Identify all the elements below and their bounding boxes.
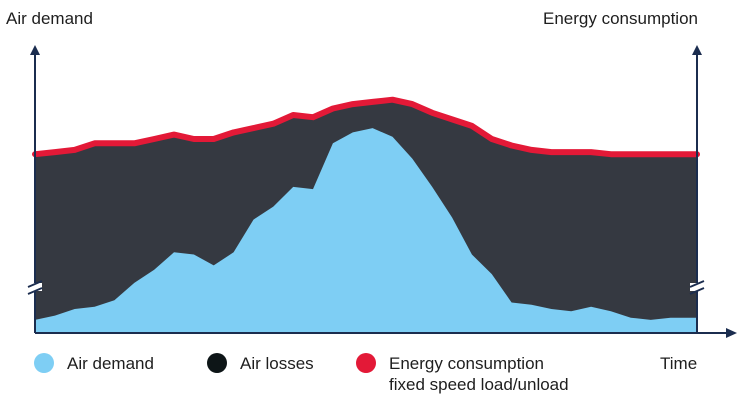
legend-swatch-air-losses [207,353,227,373]
axis-break-right [689,280,705,295]
legend-label-air-losses: Air losses [240,354,314,373]
y-left-axis-label: Air demand [6,9,93,28]
legend-label-energy-consumption: Energy consumption fixed speed load/unlo… [389,353,569,395]
legend-swatch-air-demand [34,353,54,373]
legend-item-air-losses: Air losses [207,353,314,374]
legend-item-energy-consumption: Energy consumption fixed speed load/unlo… [356,353,569,395]
y-axis-right-arrow [692,45,702,55]
legend-label-energy-line2: fixed speed load/unload [389,375,569,394]
y-right-axis-label: Energy consumption [543,9,698,28]
y-axis-left-arrow [30,45,40,55]
legend-label-air-demand: Air demand [67,354,154,373]
air-demand-area [35,128,697,333]
x-axis-arrow [726,328,737,338]
legend-label-energy-line1: Energy consumption [389,354,544,373]
x-axis-label: Time [660,354,698,373]
axis-break-left [27,280,43,295]
legend-item-air-demand: Air demand [34,353,154,374]
legend-swatch-energy-consumption [356,353,376,373]
energy-consumption-line [32,96,700,158]
